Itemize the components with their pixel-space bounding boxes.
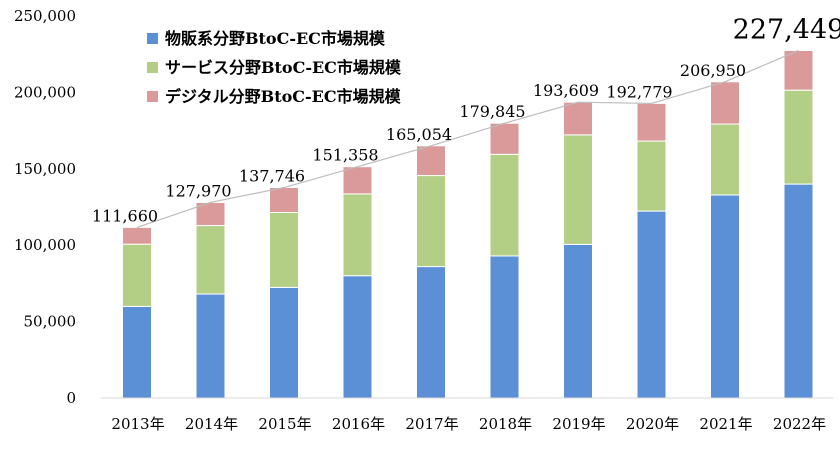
x-axis: 2013年 2014年 2015年 2016年 2017年 2018年 2019年 2020年… <box>101 397 833 433</box>
y-tick-label: 0 <box>66 389 76 407</box>
bar-segment-2 <box>195 225 226 295</box>
x-tick-label: 2022年 <box>773 415 826 433</box>
bar-segment-1 <box>783 183 814 399</box>
x-tick-label: 2019年 <box>552 415 605 433</box>
x-tick-label: 2020年 <box>626 415 679 433</box>
y-tick-label: 50,000 <box>24 313 77 331</box>
total-label: 227,449 <box>733 14 840 45</box>
bar-segment-2 <box>563 134 593 245</box>
y-tick-label: 150,000 <box>14 160 76 178</box>
bar-segment-1 <box>122 305 152 399</box>
bar-segment-1 <box>636 210 667 399</box>
bar-segment-3 <box>636 102 667 142</box>
bar-segment-1 <box>342 275 373 399</box>
bar-segment-3 <box>342 166 373 195</box>
bar-segment-1 <box>489 255 520 399</box>
total-label: 206,950 <box>680 61 746 80</box>
bar-segment-2 <box>636 140 667 212</box>
y-tick-label: 200,000 <box>14 83 76 101</box>
x-tick-label: 2013年 <box>111 415 164 433</box>
bar-segment-3 <box>783 49 814 91</box>
total-labels: 111,660 127,970 137,746 151,358 165,054 179,8… <box>92 14 840 225</box>
bar-segment-2 <box>269 211 299 288</box>
bar-segment-2 <box>122 243 152 307</box>
total-label: 137,746 <box>239 167 305 186</box>
bar-segment-1 <box>563 243 593 399</box>
total-label: 192,779 <box>606 82 672 101</box>
y-tick-label: 100,000 <box>14 236 76 254</box>
legend-swatch <box>147 33 158 44</box>
bar-segment-2 <box>416 175 446 268</box>
bar-segment-3 <box>269 187 299 213</box>
total-label: 111,660 <box>92 206 158 225</box>
legend-label: サービス分野BtoC-EC市場規模 <box>165 58 402 77</box>
x-tick-label: 2017年 <box>405 415 458 433</box>
total-label: 151,358 <box>312 146 378 165</box>
y-tick-label: 250,000 <box>14 7 76 25</box>
bar-segment-1 <box>269 286 299 399</box>
x-tick-label: 2014年 <box>185 415 238 433</box>
bar-stacks <box>122 49 814 399</box>
x-tick-label: 2016年 <box>332 415 385 433</box>
y-axis: 0 50,000 100,000 150,000 200,000 250,000 <box>14 7 76 407</box>
bar-segment-3 <box>563 101 593 136</box>
total-label: 127,970 <box>165 181 231 200</box>
total-trend-line <box>136 49 799 228</box>
bar-segment-3 <box>122 226 152 245</box>
total-label: 179,845 <box>459 102 525 121</box>
bar-segment-1 <box>710 194 740 399</box>
bar-segment-2 <box>783 89 814 185</box>
total-label: 165,054 <box>386 125 452 144</box>
legend-label: 物販系分野BtoC-EC市場規模 <box>165 29 386 48</box>
total-label: 193,609 <box>533 81 599 100</box>
trend-line <box>136 49 799 228</box>
bar-segment-2 <box>489 153 520 257</box>
bar-segment-1 <box>195 293 226 399</box>
legend: 物販系分野BtoC-EC市場規模サービス分野BtoC-EC市場規模デジタル分野B… <box>147 29 402 106</box>
x-tick-label: 2018年 <box>479 415 532 433</box>
bar-segment-3 <box>489 122 520 155</box>
legend-swatch <box>147 62 158 73</box>
legend-label: デジタル分野BtoC-EC市場規模 <box>165 87 402 106</box>
x-tick-label: 2015年 <box>258 415 311 433</box>
x-tick-label: 2021年 <box>699 415 752 433</box>
bar-segment-3 <box>710 81 740 125</box>
bar-segment-1 <box>416 266 446 399</box>
bar-segment-3 <box>416 145 446 177</box>
legend-swatch <box>147 91 158 102</box>
bar-segment-2 <box>710 123 740 196</box>
bar-segment-2 <box>342 193 373 277</box>
